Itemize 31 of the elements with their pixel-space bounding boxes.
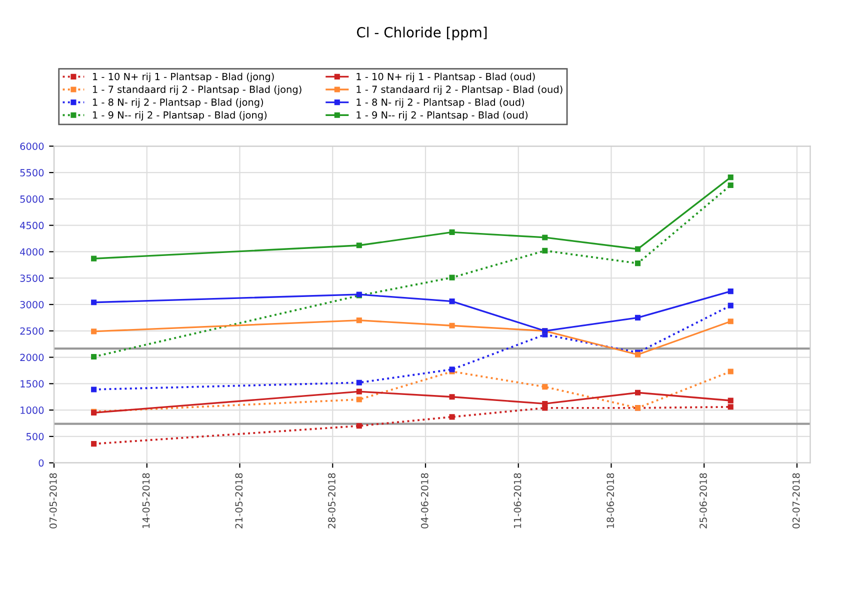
x-tick-label: 28-05-2018 [328,473,336,528]
x-tick-label: 14-05-2018 [142,473,150,528]
x-tick-label: 18-06-2018 [606,473,614,528]
y-tick-label: 3000 [20,300,44,308]
legend-label: 1 - 8 N- rij 2 - Plantsap - Blad (jong) [93,98,264,108]
y-tick-label: 5500 [20,169,44,176]
legend-label: 1 - 7 standaard rij 2 - Plantsap - Blad (jong) [93,86,302,95]
chart-title: Cl - Chloride [ppm] [356,26,487,40]
x-tick-label: 07-05-2018 [49,473,57,528]
y-tick-label: 6000 [20,142,44,150]
y-tick-label: 1500 [20,380,44,388]
legend-label: 1 - 8 N- rij 2 - Plantsap - Blad (oud) [356,98,524,108]
y-tick-label: 1000 [20,406,44,414]
legend-label: 1 - 9 N-- rij 2 - Plantsap - Blad (oud) [356,111,528,121]
y-tick-label: 500 [26,432,44,440]
y-tick-label: 5000 [20,195,44,203]
y-tick-label: 4000 [20,248,44,256]
y-tick-label: 3500 [20,274,44,282]
y-tick-label: 2000 [20,354,44,362]
x-tick-label: 21-05-2018 [235,473,243,528]
y-tick-label: 4500 [20,222,44,230]
x-tick-label: 02-07-2018 [792,473,800,528]
legend-label: 1 - 9 N-- rij 2 - Plantsap - Blad (jong) [93,111,267,121]
x-tick-label: 04-06-2018 [420,473,428,528]
y-tick-label: 2500 [20,327,44,335]
x-tick-label: 11-06-2018 [514,473,522,528]
legend-label: 1 - 7 standaard rij 2 - Plantsap - Blad (oud) [356,86,562,95]
x-tick-label: 25-06-2018 [700,473,707,528]
legend-label: 1 - 10 N+ rij 1 - Plantsap - Blad (oud) [356,72,535,82]
y-tick-label: 0 [38,459,44,467]
legend-label: 1 - 10 N+ rij 1 - Plantsap - Blad (jong) [93,72,274,82]
